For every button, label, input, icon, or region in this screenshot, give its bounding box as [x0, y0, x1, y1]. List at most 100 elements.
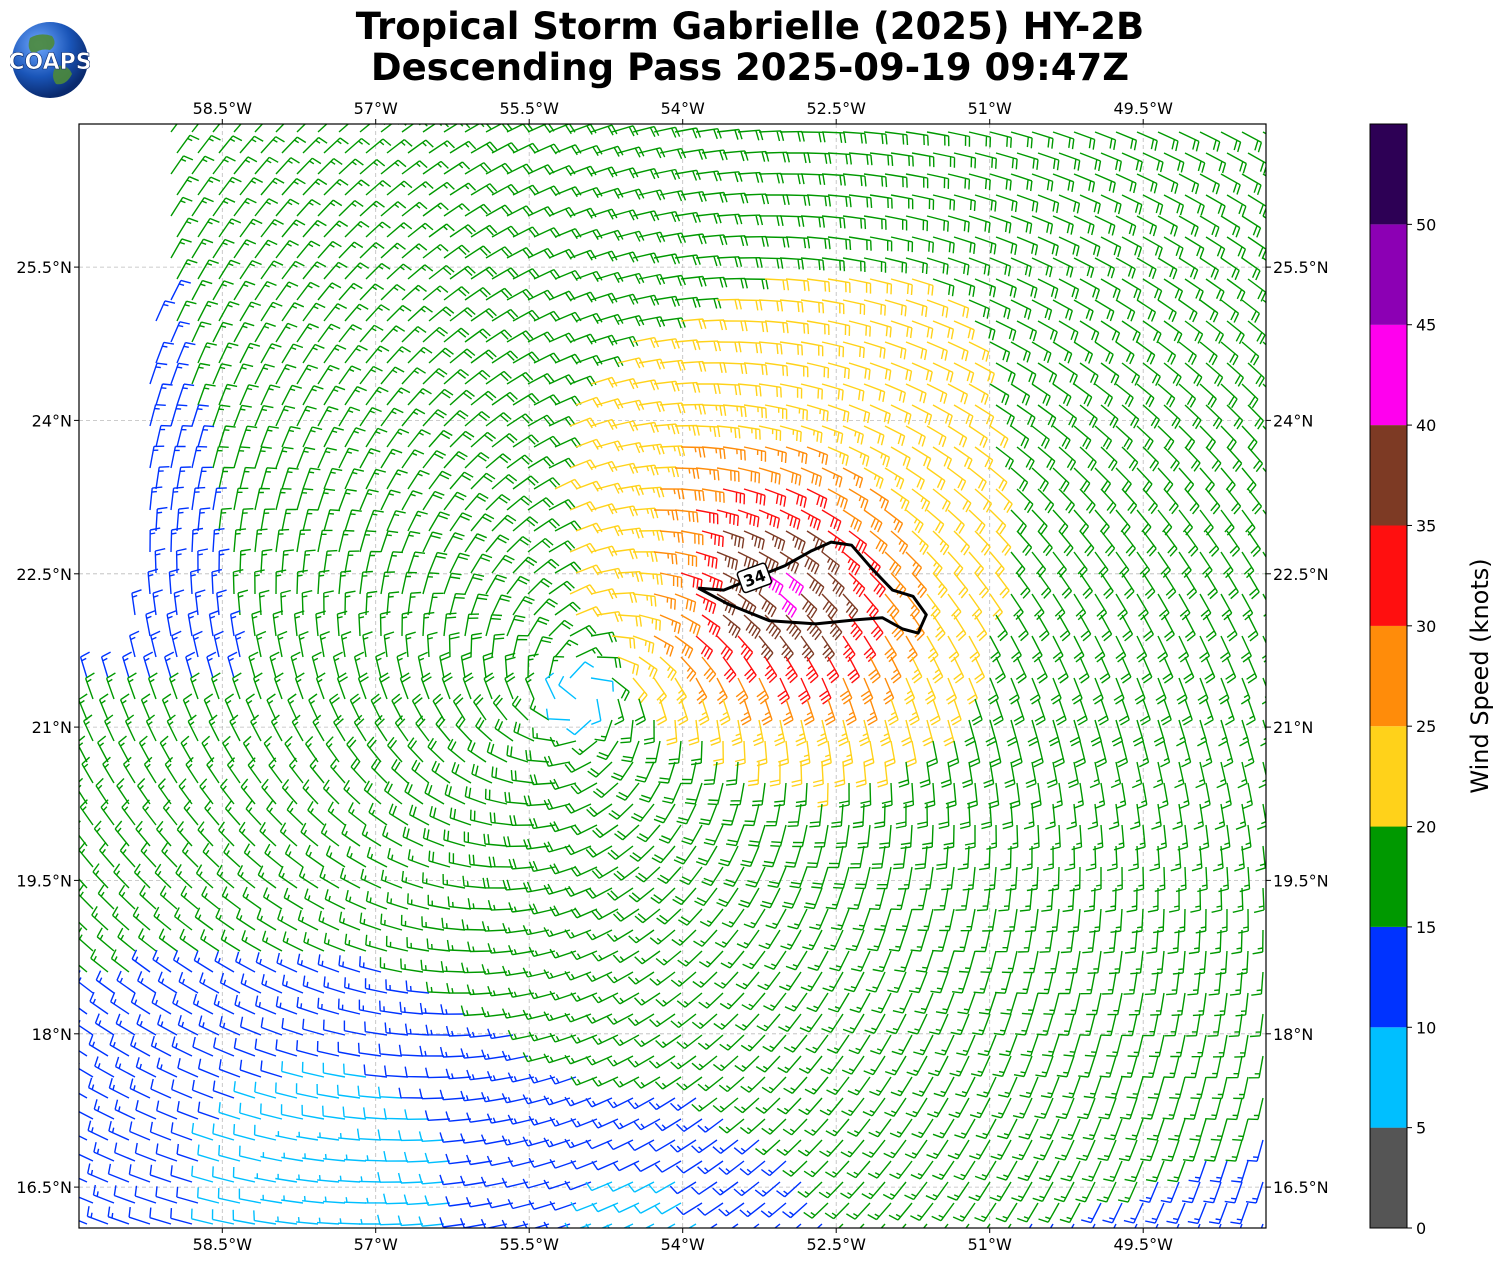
- wind-barb: [543, 1095, 571, 1106]
- wind-barb: [1010, 509, 1027, 535]
- wind-barb: [239, 135, 264, 154]
- wind-barb: [1052, 509, 1069, 535]
- wind-barb: [527, 616, 550, 637]
- wind-barb: [1247, 320, 1266, 345]
- wind-barb: [317, 364, 340, 385]
- wind-barb: [722, 614, 741, 639]
- wind-barb: [699, 908, 724, 927]
- wind-barb: [439, 1046, 466, 1058]
- wind-barb: [743, 404, 767, 419]
- wind-barb: [462, 875, 487, 889]
- wind-barb: [654, 1076, 682, 1090]
- wind-barb: [1107, 992, 1123, 1016]
- wind-barb: [170, 445, 186, 469]
- wind-barb: [143, 756, 157, 784]
- wind-barb: [659, 614, 681, 634]
- wind-barb: [570, 824, 598, 836]
- wind-barb: [110, 949, 130, 973]
- wind-barb: [701, 191, 728, 203]
- wind-barb: [638, 572, 663, 585]
- wind-barb: [735, 677, 749, 705]
- wind-barb: [743, 320, 769, 333]
- wind-barb: [848, 572, 866, 598]
- wind-barb: [737, 341, 763, 354]
- wind-barb: [992, 1055, 1012, 1077]
- wind-barb: [691, 1139, 718, 1154]
- wind-barb: [695, 677, 708, 705]
- wind-barb: [523, 795, 550, 807]
- wind-barb: [905, 509, 924, 534]
- wind-barb: [191, 1165, 214, 1183]
- wind-barb: [218, 1059, 241, 1078]
- wind-barb: [779, 341, 803, 356]
- wind-barb: [234, 994, 256, 1015]
- wind-barb: [1052, 383, 1072, 407]
- wind-barb: [675, 1202, 703, 1216]
- wind-barb: [743, 908, 766, 929]
- wind-barb: [129, 1121, 151, 1141]
- wind-barb: [564, 1096, 592, 1107]
- wind-barb: [612, 950, 640, 964]
- lon-tick-label-top: 55.5°W: [499, 99, 559, 118]
- wind-barb: [989, 509, 1007, 535]
- wind-barb: [239, 1059, 262, 1078]
- wind-barb: [954, 1118, 976, 1139]
- wind-barb: [1205, 614, 1217, 642]
- wind-barb: [386, 428, 410, 448]
- wind-barb: [1100, 614, 1113, 642]
- wind-barb: [606, 1055, 634, 1067]
- wind-barb: [1037, 446, 1056, 471]
- wind-barb: [722, 530, 745, 549]
- wind-barb: [95, 777, 109, 805]
- wind-barb: [596, 187, 624, 199]
- wind-barb: [1142, 362, 1161, 387]
- wind-barb: [1199, 551, 1213, 579]
- wind-barb: [722, 572, 744, 594]
- wind-barb: [722, 488, 746, 505]
- wind-barb: [470, 183, 498, 196]
- wind-barb: [1241, 131, 1263, 153]
- wind-barb: [320, 823, 340, 847]
- wind-barb: [486, 1113, 514, 1124]
- wind-barb: [869, 362, 892, 381]
- wind-barb: [512, 351, 540, 364]
- wind-barb: [725, 761, 739, 786]
- wind-barb: [502, 879, 529, 891]
- wind-barb: [1226, 446, 1243, 473]
- wind-barb: [1151, 950, 1165, 975]
- wind-barb: [1142, 236, 1163, 258]
- wind-barb: [466, 1112, 493, 1123]
- wind-barb: [302, 343, 325, 364]
- wind-barb: [424, 1152, 451, 1164]
- wind-barb: [197, 1144, 220, 1162]
- wind-barb: [1102, 971, 1117, 995]
- wind-barb: [344, 344, 368, 364]
- wind-barb: [281, 219, 306, 238]
- wind-barb: [905, 635, 918, 663]
- lon-tick-label-bottom: 55.5°W: [499, 1235, 559, 1254]
- wind-barb: [1060, 929, 1075, 954]
- wind-barb: [861, 1181, 886, 1200]
- wind-barb: [990, 1139, 1012, 1160]
- wind-barb: [707, 782, 724, 806]
- wind-barb: [1071, 824, 1083, 851]
- wind-barb: [396, 651, 407, 679]
- wind-barb: [995, 488, 1013, 513]
- wind-barb: [170, 404, 188, 427]
- wind-barb: [1086, 992, 1102, 1016]
- wind-barb: [191, 124, 200, 133]
- wind-barb: [171, 1079, 193, 1099]
- wind-barb: [817, 782, 829, 808]
- wind-barb: [1035, 1055, 1054, 1078]
- wind-barb: [674, 169, 701, 181]
- wind-barb: [242, 886, 262, 910]
- wind-barb: [121, 799, 136, 826]
- lon-tick-label-bottom: 52.5°W: [806, 1235, 866, 1254]
- wind-barb: [607, 887, 634, 901]
- wind-barb: [716, 341, 742, 353]
- wind-barb: [443, 572, 462, 595]
- wind-barb: [837, 719, 849, 747]
- wind-barb: [590, 166, 618, 178]
- wind-barb: [1153, 761, 1164, 789]
- wind-barb: [401, 490, 423, 511]
